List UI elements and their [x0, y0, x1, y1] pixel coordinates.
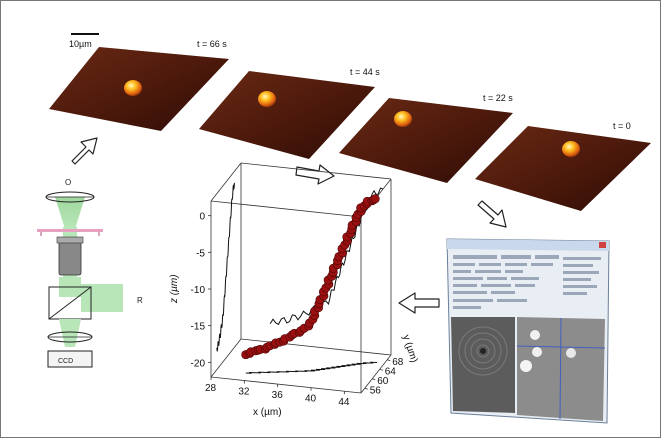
frame-label-1: t = 66 s [197, 39, 227, 49]
x-tick-label: 44 [338, 397, 350, 408]
trajectory-points [241, 194, 380, 360]
arrow-right-icon [295, 164, 335, 185]
arrow-left-icon [398, 292, 440, 314]
trajectory-point [370, 194, 380, 204]
box-edge [240, 338, 392, 356]
surface-frame-1: t = 66 s [49, 39, 229, 131]
microscope-schematic: O R CCD [37, 178, 143, 368]
box-edge [210, 200, 362, 218]
y-tick-mark [372, 378, 376, 381]
z-tick-label: -20 [191, 358, 206, 369]
reference-label: R [137, 296, 143, 305]
x-tick-label: 28 [205, 383, 217, 394]
objective-lens [58, 238, 82, 276]
box-edge [210, 376, 362, 394]
reconstruction-view [517, 317, 605, 421]
x-tick-label: 40 [305, 394, 317, 405]
z-tick-label: -10 [191, 285, 206, 296]
frame-label-2: t = 44 s [350, 67, 380, 77]
z-tick-label: -5 [196, 248, 205, 259]
arrow-up-right-icon [71, 137, 98, 165]
ccd-camera [47, 350, 93, 368]
y-tick-label: 56 [370, 385, 382, 396]
frame-label-4: t = 0 [613, 121, 631, 131]
y-tick-label: 64 [385, 366, 397, 377]
box-edge [360, 354, 392, 394]
ccd-label: CCD [58, 358, 73, 365]
box-edge [210, 162, 242, 202]
projection-yz [216, 182, 235, 352]
sample-stage [37, 229, 103, 232]
x-axis-label: x (µm) [253, 407, 282, 418]
surface-frame-3: t = 22 s [339, 93, 513, 183]
scale-bar-label: 10µm [69, 39, 92, 49]
plot-box [210, 162, 392, 394]
x-tick-label: 32 [238, 387, 250, 398]
arrow-down-right-icon [477, 200, 507, 228]
scale-bar: 10µm [69, 33, 99, 49]
y-tick-mark [387, 359, 391, 362]
projection-xy [245, 361, 378, 374]
box-edge [240, 162, 392, 180]
y-tick-label: 60 [377, 376, 389, 387]
y-tick-mark [379, 368, 383, 371]
z-axis-label: z (µm) [169, 274, 180, 304]
x-tick-label: 36 [272, 390, 284, 401]
y-tick-mark [364, 387, 368, 390]
z-tick-label: 0 [199, 212, 205, 223]
software-window [446, 238, 610, 424]
frame-label-3: t = 22 s [483, 93, 513, 103]
surface-frame-4: t = 0 [475, 121, 651, 211]
z-tick-label: -15 [191, 322, 206, 333]
box-edge [210, 338, 242, 378]
objective-label: O [65, 178, 71, 187]
y-tick-label: 68 [392, 357, 404, 368]
hologram-view [451, 317, 515, 413]
surface-frame-2: t = 44 s [199, 67, 380, 159]
